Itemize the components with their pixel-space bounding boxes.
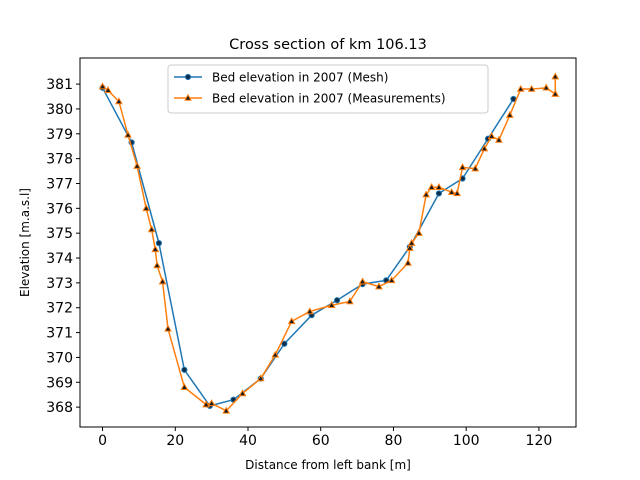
data-point — [104, 86, 112, 94]
data-point — [487, 132, 496, 140]
y-tick-label: 370 — [46, 350, 73, 366]
data-point — [458, 163, 467, 171]
y-tick-label: 377 — [46, 176, 73, 192]
data-point — [202, 400, 211, 408]
data-point — [495, 135, 503, 143]
y-tick-label: 379 — [46, 127, 73, 143]
y-tick-label: 371 — [46, 326, 73, 342]
data-point — [181, 366, 188, 373]
data-point — [435, 190, 443, 197]
data-point — [180, 383, 189, 390]
data-point — [453, 189, 461, 197]
data-point — [207, 399, 216, 407]
data-point — [115, 97, 123, 105]
y-axis-label: Elevation [m.a.s.l] — [18, 188, 32, 297]
legend-entry: Bed elevation in 2007 (Measurements) — [174, 92, 446, 106]
data-point — [327, 301, 336, 308]
y-tick-label: 375 — [46, 226, 73, 242]
data-point — [164, 324, 172, 332]
data-point — [305, 307, 314, 315]
x-tick-label: 80 — [385, 433, 403, 449]
data-point — [551, 72, 560, 80]
data-point — [133, 161, 141, 169]
data-point — [375, 282, 383, 290]
legend: Bed elevation in 2007 (Mesh) Bed elevatio… — [167, 64, 489, 114]
y-tick-label: 380 — [46, 102, 73, 118]
data-point — [281, 340, 288, 347]
data-point — [222, 406, 231, 414]
data-point — [287, 317, 296, 325]
data-point — [387, 276, 396, 284]
data-point — [505, 110, 514, 118]
chart-title: Cross section of km 106.13 — [229, 37, 427, 53]
legend-entry: Bed elevation in 2007 (Mesh) — [174, 71, 388, 85]
y-tick-label: 368 — [46, 400, 73, 416]
data-point — [422, 190, 431, 198]
data-point — [404, 258, 412, 266]
y-axis: 368 369 370 371 372 373 374 375 376 377 378 379 380 3… — [46, 77, 80, 416]
data-point — [407, 238, 416, 246]
data-point — [415, 228, 423, 236]
data-point — [153, 261, 161, 269]
data-point — [405, 243, 414, 251]
x-tick-label: 120 — [526, 433, 553, 449]
data-point — [142, 204, 151, 212]
data-point — [345, 297, 354, 305]
data-point — [98, 82, 107, 90]
x-axis: 0 20 40 60 80 100 120 — [98, 427, 552, 449]
x-tick-label: 20 — [166, 433, 184, 449]
y-tick-label: 373 — [46, 276, 73, 292]
y-tick-label: 376 — [46, 201, 73, 217]
data-point — [333, 297, 341, 304]
data-point — [151, 245, 160, 253]
data-point — [480, 144, 489, 152]
data-point — [158, 277, 167, 285]
data-point — [427, 182, 436, 190]
data-point — [471, 164, 480, 172]
data-point — [155, 240, 163, 247]
data-point — [527, 84, 536, 92]
legend-marker — [184, 73, 192, 81]
data-point — [358, 277, 367, 285]
plot-area — [98, 72, 560, 414]
data-point — [271, 350, 280, 358]
data-point — [124, 130, 132, 138]
legend-label: Bed elevation in 2007 (Measurements) — [212, 92, 446, 106]
data-point — [542, 83, 551, 91]
legend-marker — [184, 93, 192, 101]
x-tick-label: 0 — [98, 433, 107, 449]
data-point — [435, 182, 443, 190]
axes-frame — [79, 57, 577, 428]
x-axis-label: Distance from left bank [m] — [245, 458, 411, 472]
legend-label: Bed elevation in 2007 (Mesh) — [212, 71, 388, 85]
data-point — [551, 89, 560, 97]
data-point — [447, 187, 456, 195]
y-tick-label: 372 — [46, 301, 73, 317]
y-tick-label: 381 — [46, 77, 73, 93]
series-1 — [98, 72, 560, 414]
x-tick-label: 40 — [239, 433, 257, 449]
data-point — [516, 84, 525, 92]
x-tick-label: 100 — [453, 433, 480, 449]
data-point — [238, 389, 247, 397]
y-tick-label: 374 — [46, 251, 73, 267]
y-tick-label: 378 — [46, 152, 73, 168]
x-tick-label: 60 — [312, 433, 330, 449]
legend-box — [167, 64, 489, 114]
y-tick-label: 369 — [46, 375, 73, 391]
data-point — [147, 225, 156, 233]
series-line — [102, 75, 557, 412]
data-point — [256, 374, 265, 382]
